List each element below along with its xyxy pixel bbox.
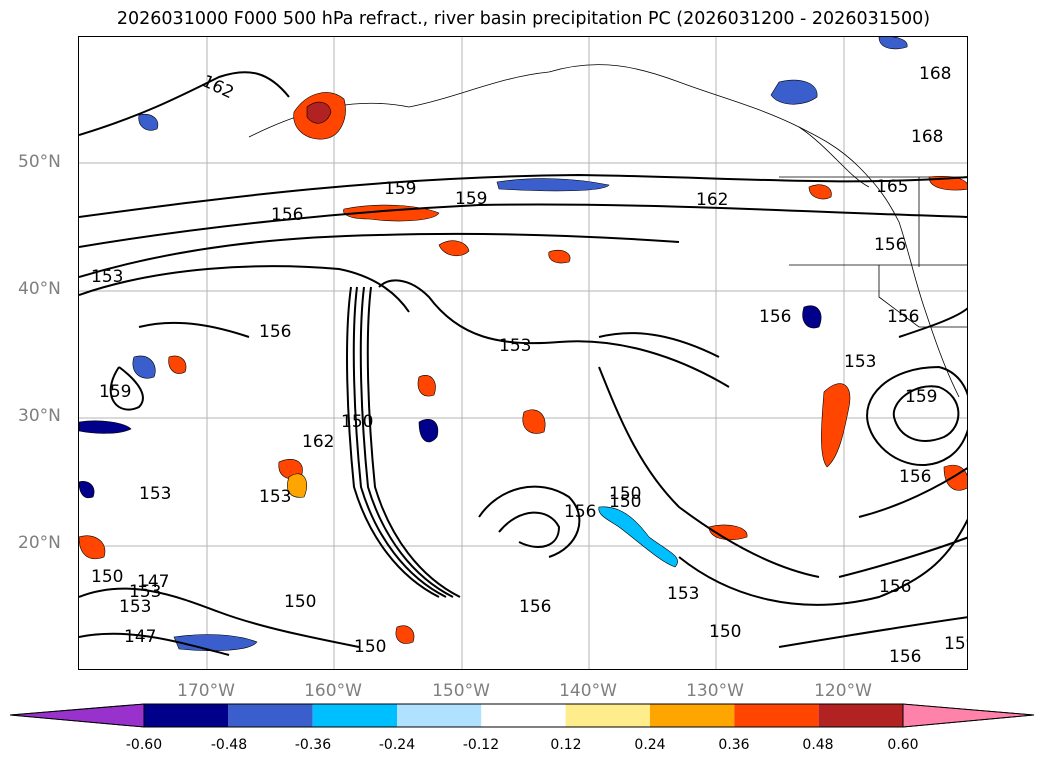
colorbar-segment xyxy=(228,704,313,727)
longitude-label: 140°W xyxy=(559,681,617,701)
contour-label: 156 xyxy=(889,647,921,667)
colorbar-tick: -0.60 xyxy=(125,737,163,753)
colorbar-extension-high xyxy=(902,703,1035,728)
contour-label: 168 xyxy=(919,64,951,84)
contour-label: 159 xyxy=(384,179,416,199)
contour-label: 147 xyxy=(124,627,156,647)
latitude-label: 50°N xyxy=(18,152,61,172)
colorbar-tick: 0.36 xyxy=(718,737,750,753)
latitude-label: 20°N xyxy=(18,533,61,553)
longitude-label: 120°W xyxy=(814,681,872,701)
contour-label: 156 xyxy=(879,577,911,597)
contour-label: 156 xyxy=(874,235,906,255)
precip-anomalies xyxy=(79,37,967,652)
contour-label: 156 xyxy=(759,307,791,327)
map-panel[interactable]: 162 168 168 159 159 162 165 156 156 153 … xyxy=(78,36,968,670)
contour-label: 150 xyxy=(284,592,316,612)
contour-label: 153 xyxy=(259,487,291,507)
graticule xyxy=(79,37,967,669)
contour-label: 153 xyxy=(844,352,876,372)
contour-label: 168 xyxy=(911,127,943,147)
longitude-label: 160°W xyxy=(304,681,362,701)
colorbar-tick: 0.48 xyxy=(802,737,834,753)
contour-label: 150 xyxy=(341,412,373,432)
contour-label: 150 xyxy=(609,492,641,512)
colorbar-segment xyxy=(565,704,650,727)
contour-label: 156 xyxy=(271,205,303,225)
coastlines xyxy=(248,64,967,398)
contour-label: 150 xyxy=(354,637,386,657)
longitude-label: 130°W xyxy=(686,681,744,701)
colorbar-segment xyxy=(818,704,903,727)
contour-labels: 162 168 168 159 159 162 165 156 156 153 … xyxy=(91,64,968,667)
colorbar-segment xyxy=(312,704,397,727)
colorbar-extension-low xyxy=(10,703,145,728)
contour-label: 159 xyxy=(455,189,487,209)
contour-label: 153 xyxy=(139,484,171,504)
contour-label: 150 xyxy=(91,567,123,587)
colorbar-segment xyxy=(144,704,229,727)
colorbar-tick: 0.12 xyxy=(550,737,582,753)
contour-label: 153 xyxy=(667,584,699,604)
contour-label: 153 xyxy=(129,582,161,602)
latitude-label: 30°N xyxy=(18,406,61,426)
colorbar-tick: -0.48 xyxy=(210,737,248,753)
contour-label: 165 xyxy=(876,177,908,197)
contour-label: 147 xyxy=(137,572,169,592)
contour-label: 153 xyxy=(499,336,531,356)
colorbar-segment xyxy=(734,704,819,727)
refractivity-contours xyxy=(79,71,967,656)
contour-label: 159 xyxy=(944,634,968,654)
contour-label: 159 xyxy=(905,387,937,407)
contour-label: 156 xyxy=(519,597,551,617)
contour-label: 150 xyxy=(609,484,641,504)
contour-label: 159 xyxy=(99,382,131,402)
colorbar-tick: -0.24 xyxy=(378,737,416,753)
colorbar-segment xyxy=(397,704,482,727)
colorbar-segment xyxy=(481,704,566,727)
longitude-label: 150°W xyxy=(432,681,490,701)
map-canvas: 162 168 168 159 159 162 165 156 156 153 … xyxy=(79,37,968,669)
contour-label: 162 xyxy=(696,190,728,210)
colorbar-tick: 0.60 xyxy=(887,737,919,753)
contour-label: 153 xyxy=(119,597,151,617)
contour-label: 162 xyxy=(199,71,237,103)
contour-label: 156 xyxy=(259,322,291,342)
longitude-label: 170°W xyxy=(177,681,235,701)
latitude-label: 40°N xyxy=(18,279,61,299)
contour-label: 153 xyxy=(91,267,123,287)
contour-label: 156 xyxy=(887,307,919,327)
colorbar-tick: -0.12 xyxy=(462,737,500,753)
colorbar-segment xyxy=(650,704,735,727)
colorbar-tick: 0.24 xyxy=(634,737,666,753)
colorbar xyxy=(10,703,1035,728)
colorbar-tick: -0.36 xyxy=(294,737,332,753)
contour-label: 156 xyxy=(899,467,931,487)
contour-label: 162 xyxy=(302,432,334,452)
contour-label: 150 xyxy=(709,622,741,642)
contour-label: 156 xyxy=(564,502,596,522)
map-title: 2026031000 F000 500 hPa refract., river … xyxy=(116,9,931,29)
